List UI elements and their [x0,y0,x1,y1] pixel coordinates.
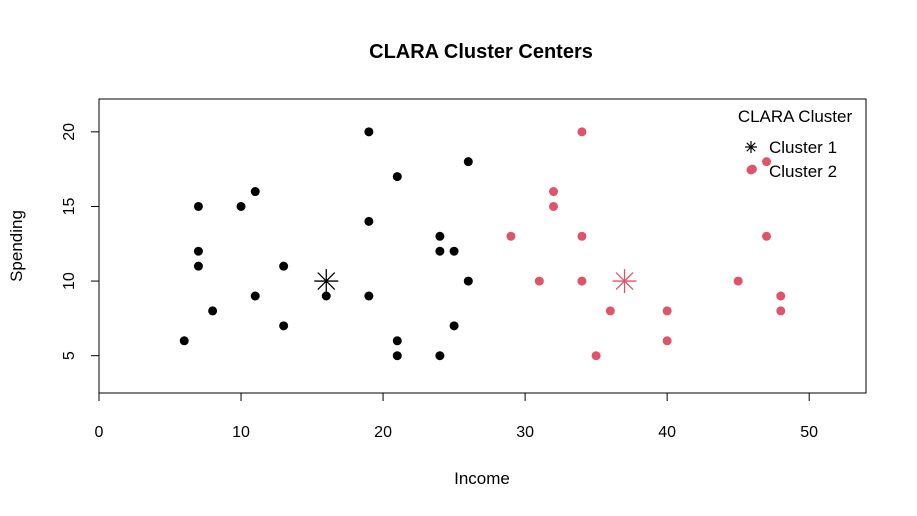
y-axis-label: Spending [7,210,26,282]
x-axis: 0 10 20 30 40 50 [95,392,818,441]
data-point-cluster-2 [776,291,786,301]
data-point-cluster-2 [591,351,601,361]
y-tick-label: 20 [61,123,78,141]
data-point-cluster-1 [364,291,374,301]
data-point-cluster-1 [449,321,459,331]
cluster-centers [314,269,637,294]
data-point-cluster-1 [435,246,445,256]
data-point-cluster-1 [463,276,473,286]
data-point-cluster-1 [279,261,289,271]
cluster-center-1-marker [314,269,339,294]
legend-title: CLARA Cluster [738,107,853,126]
data-point-cluster-1 [236,201,246,211]
data-point-cluster-2 [605,306,615,316]
data-points [179,127,786,361]
data-point-cluster-1 [321,291,331,301]
data-point-cluster-2 [549,201,559,211]
y-axis: 5 10 15 20 [61,123,100,360]
legend: CLARA Cluster Cluster 1 Cluster 2 [738,107,853,181]
data-point-cluster-1 [392,172,402,182]
data-point-cluster-1 [250,291,260,301]
x-tick-label: 40 [658,424,676,441]
data-point-cluster-2 [762,157,772,167]
x-tick-label: 0 [95,424,104,441]
data-point-cluster-1 [250,187,260,197]
data-point-cluster-2 [549,187,559,197]
data-point-cluster-1 [208,306,218,316]
y-tick-label: 10 [61,272,78,290]
y-tick-label: 5 [61,351,78,360]
data-point-cluster-1 [364,127,374,137]
data-point-cluster-1 [435,231,445,241]
x-tick-label: 30 [516,424,534,441]
data-point-cluster-2 [662,306,672,316]
chart-title: CLARA Cluster Centers [369,41,593,63]
legend-entries: Cluster 1 Cluster 2 [745,138,837,181]
data-point-cluster-1 [364,216,374,226]
x-tick-label: 10 [232,424,250,441]
data-point-cluster-1 [435,351,445,361]
data-point-cluster-1 [179,336,189,346]
data-point-cluster-2 [733,276,743,286]
data-point-cluster-1 [279,321,289,331]
data-point-cluster-2 [506,231,516,241]
data-point-cluster-2 [534,276,544,286]
data-point-cluster-2 [776,306,786,316]
x-axis-label: Income [454,469,510,488]
data-point-cluster-1 [193,246,203,256]
x-tick-label: 50 [800,424,818,441]
data-point-cluster-2 [577,231,587,241]
data-point-cluster-1 [392,351,402,361]
data-point-cluster-2 [662,336,672,346]
y-tick-label: 15 [61,197,78,215]
legend-label-cluster-2: Cluster 2 [769,162,837,181]
data-point-cluster-2 [577,127,587,137]
data-point-cluster-1 [193,261,203,271]
data-point-cluster-1 [449,246,459,256]
legend-marker-cluster-1 [745,141,757,153]
data-point-cluster-1 [392,336,402,346]
cluster-center-2-marker [612,269,637,294]
data-point-cluster-1 [193,201,203,211]
x-tick-label: 20 [374,424,392,441]
data-point-cluster-1 [463,157,473,167]
data-point-cluster-2 [577,276,587,286]
legend-marker-cluster-2 [746,165,756,175]
data-point-cluster-2 [762,231,772,241]
legend-label-cluster-1: Cluster 1 [769,138,837,157]
